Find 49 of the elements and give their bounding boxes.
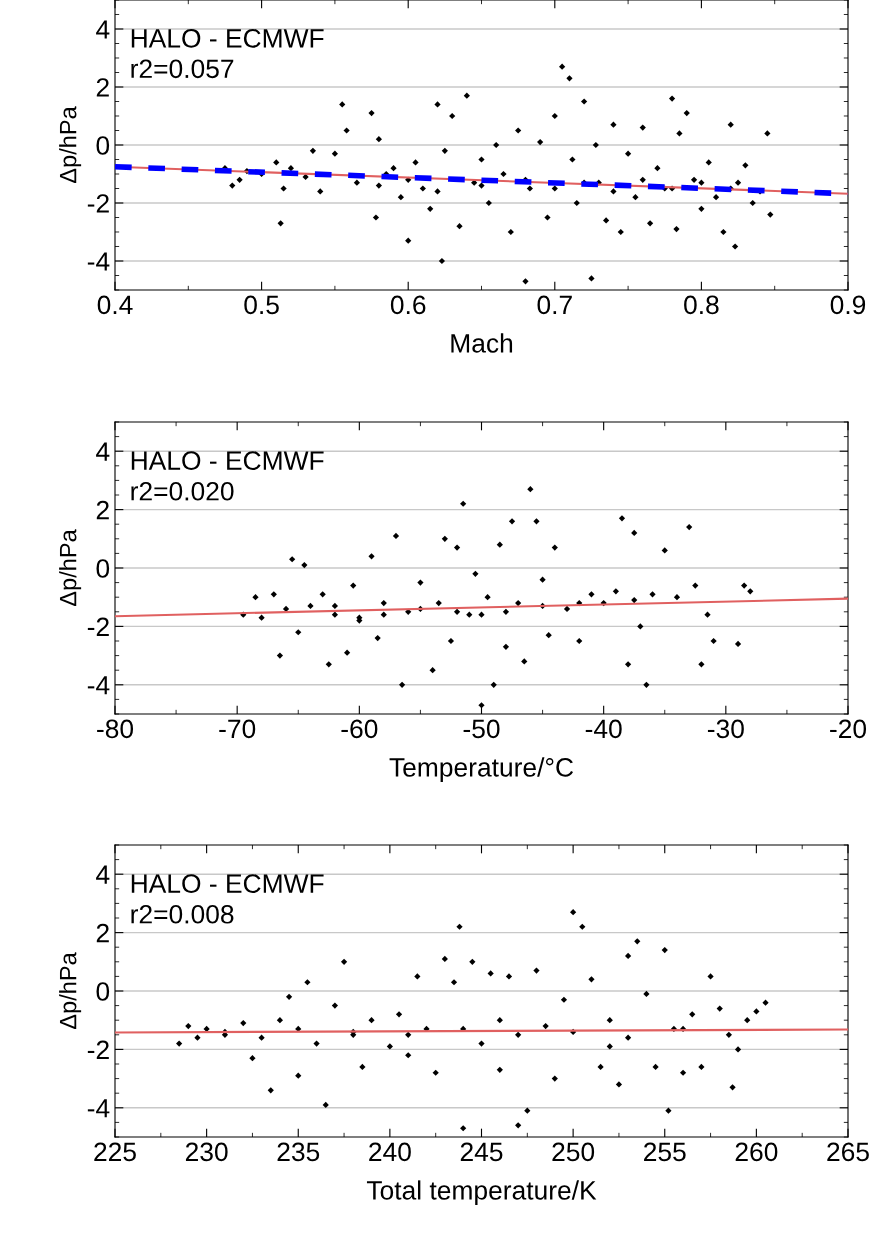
x-axis-title: Temperature/°C [389,757,574,782]
x-axis-title: Total temperature/K [366,1180,597,1205]
x-tick-label: 265 [827,1142,869,1162]
y-tick-label: 4 [96,442,110,461]
x-tick-label: -60 [341,719,378,739]
y-tick-label: 0 [96,136,110,155]
y-axis-title: Δp/hPa [59,529,82,607]
y-tick-label: -4 [87,1099,110,1118]
x-tick-label: 0.6 [390,295,426,315]
x-tick-label: -30 [707,719,744,739]
x-tick-label: 0.7 [537,295,572,315]
annotation: HALO - ECMWF [131,874,324,893]
y-tick-label: 4 [96,20,110,39]
x-tick-label: 225 [94,1142,136,1162]
y-tick-label: 0 [96,559,110,578]
x-tick-label: 230 [185,1142,228,1162]
annotation: r2=0.020 [131,481,234,501]
y-tick-label: -2 [87,1040,109,1059]
x-axis-title: Mach [451,333,513,353]
x-tick-label: 0.9 [830,295,866,315]
x-tick-label: 0.8 [684,295,719,315]
x-tick-label: 250 [552,1142,595,1162]
annotation: HALO - ECMWF [131,29,324,48]
x-tick-label: 240 [369,1142,411,1162]
x-tick-label: -70 [219,719,256,739]
y-tick-label: -4 [87,676,110,695]
x-tick-label: 235 [277,1142,320,1162]
x-tick-label: 0.5 [244,295,279,315]
annotation: r2=0.057 [131,59,234,79]
x-tick-label: 0.4 [97,295,133,315]
y-tick-label: 2 [96,500,109,520]
y-tick-label: 0 [96,982,110,1001]
x-tick-label: 245 [460,1142,503,1162]
annotation: HALO - ECMWF [131,451,324,470]
x-tick-label: -80 [97,719,134,739]
x-tick-label: 260 [735,1142,778,1162]
x-tick-label: -40 [585,719,622,739]
y-axis-title: Δp/hPa [59,106,82,184]
annotation: r2=0.008 [131,904,234,924]
x-tick-label: -50 [463,719,500,739]
y-tick-label: -2 [87,617,109,636]
y-tick-label: 2 [96,78,109,97]
y-axis-title: Δp/hPa [59,952,82,1030]
y-tick-label: -4 [87,252,110,271]
x-tick-label: -20 [830,719,867,739]
y-tick-label: 4 [96,865,110,884]
y-tick-label: 2 [96,923,109,943]
x-tick-label: 255 [644,1142,686,1162]
y-tick-label: -2 [87,194,109,213]
